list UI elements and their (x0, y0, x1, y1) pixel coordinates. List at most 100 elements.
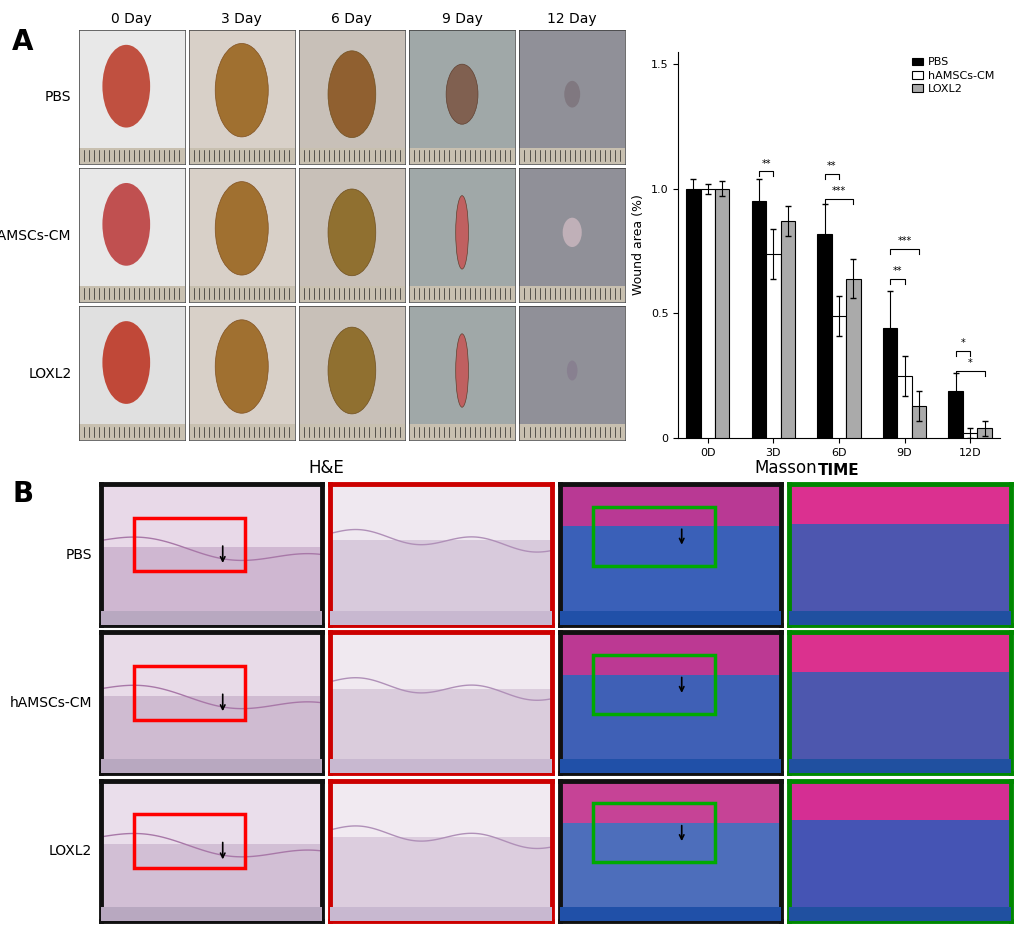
Text: Masson: Masson (753, 459, 816, 477)
Bar (101, 907, 322, 921)
Bar (962, 433, 976, 438)
Bar (789, 610, 1010, 625)
Bar (559, 610, 781, 625)
Text: 100μm: 100μm (952, 761, 976, 768)
Bar (593, 804, 714, 862)
Bar (789, 820, 1010, 921)
Text: 100μm: 100μm (952, 910, 976, 916)
Bar (101, 781, 322, 844)
Bar (559, 527, 781, 625)
Text: 9 Day: 9 Day (441, 12, 482, 26)
Bar (409, 424, 515, 440)
Ellipse shape (564, 81, 580, 107)
Text: 500μm: 500μm (722, 910, 747, 916)
Bar (789, 781, 1010, 820)
Bar (330, 484, 551, 541)
Bar (330, 541, 551, 625)
Ellipse shape (455, 196, 468, 269)
Bar (559, 484, 781, 527)
Ellipse shape (445, 64, 478, 124)
Legend: PBS, hAMSCs-CM, LOXL2: PBS, hAMSCs-CM, LOXL2 (911, 57, 994, 94)
Text: *: * (967, 358, 971, 368)
Bar (816, 234, 830, 438)
Text: hAMSCs-CM: hAMSCs-CM (0, 229, 71, 242)
Bar (330, 836, 551, 921)
Text: 500μm: 500μm (264, 761, 288, 768)
Bar (789, 524, 1010, 625)
Text: LOXL2: LOXL2 (29, 366, 71, 381)
Text: **: ** (760, 159, 770, 169)
Ellipse shape (567, 361, 577, 381)
Bar (882, 329, 897, 438)
Bar (101, 632, 322, 696)
Text: 500μm: 500μm (264, 613, 288, 619)
Ellipse shape (328, 189, 375, 276)
Text: H&E: H&E (308, 459, 344, 477)
Text: ***: *** (832, 187, 845, 196)
Text: LOXL2: LOXL2 (49, 844, 92, 858)
Ellipse shape (215, 182, 268, 275)
Bar (101, 610, 322, 625)
Bar (830, 316, 846, 438)
Bar (559, 822, 781, 921)
Bar (714, 188, 729, 438)
Bar (101, 696, 322, 773)
Text: A: A (12, 28, 34, 57)
Bar (559, 907, 781, 921)
Text: 0 Day: 0 Day (111, 12, 152, 26)
Bar (519, 148, 625, 164)
Text: 500μm: 500μm (722, 613, 747, 619)
Bar (330, 907, 551, 921)
Bar (330, 632, 551, 689)
Text: PBS: PBS (65, 547, 92, 561)
Bar (189, 148, 294, 164)
Bar (897, 376, 911, 438)
Text: PBS: PBS (45, 90, 71, 105)
Bar (559, 674, 781, 773)
Bar (789, 759, 1010, 773)
Bar (299, 285, 405, 301)
Bar (409, 285, 515, 301)
Bar (135, 518, 245, 572)
Bar (189, 285, 294, 301)
Bar (78, 424, 184, 440)
Text: 3 Day: 3 Day (221, 12, 262, 26)
Bar (911, 406, 925, 438)
Bar (780, 221, 794, 438)
Bar (559, 632, 781, 674)
Ellipse shape (102, 183, 150, 266)
Ellipse shape (102, 45, 150, 127)
Text: 6 Day: 6 Day (331, 12, 372, 26)
Text: **: ** (892, 266, 901, 276)
Bar (78, 285, 184, 301)
Text: B: B (12, 480, 34, 509)
Text: ***: *** (897, 236, 911, 246)
Text: hAMSCs-CM: hAMSCs-CM (9, 696, 92, 709)
Bar (101, 547, 322, 625)
Bar (189, 424, 294, 440)
Bar (299, 148, 405, 164)
Bar (789, 484, 1010, 524)
Text: 12 Day: 12 Day (547, 12, 596, 26)
Ellipse shape (328, 327, 375, 414)
Bar (593, 655, 714, 714)
Bar (330, 689, 551, 773)
Ellipse shape (328, 51, 375, 138)
Y-axis label: Wound area (%): Wound area (%) (632, 194, 645, 296)
Bar (751, 202, 765, 438)
Text: 100μm: 100μm (952, 613, 976, 619)
Bar (846, 279, 860, 438)
Bar (789, 672, 1010, 773)
Text: 500μm: 500μm (722, 761, 747, 768)
Bar (78, 148, 184, 164)
Bar (519, 424, 625, 440)
Bar (409, 148, 515, 164)
Bar (330, 781, 551, 836)
Bar (135, 815, 245, 868)
Text: *: * (960, 338, 964, 349)
Text: **: ** (826, 161, 836, 171)
Bar (976, 428, 990, 438)
Bar (101, 844, 322, 921)
Bar (789, 632, 1010, 672)
Bar (330, 759, 551, 773)
